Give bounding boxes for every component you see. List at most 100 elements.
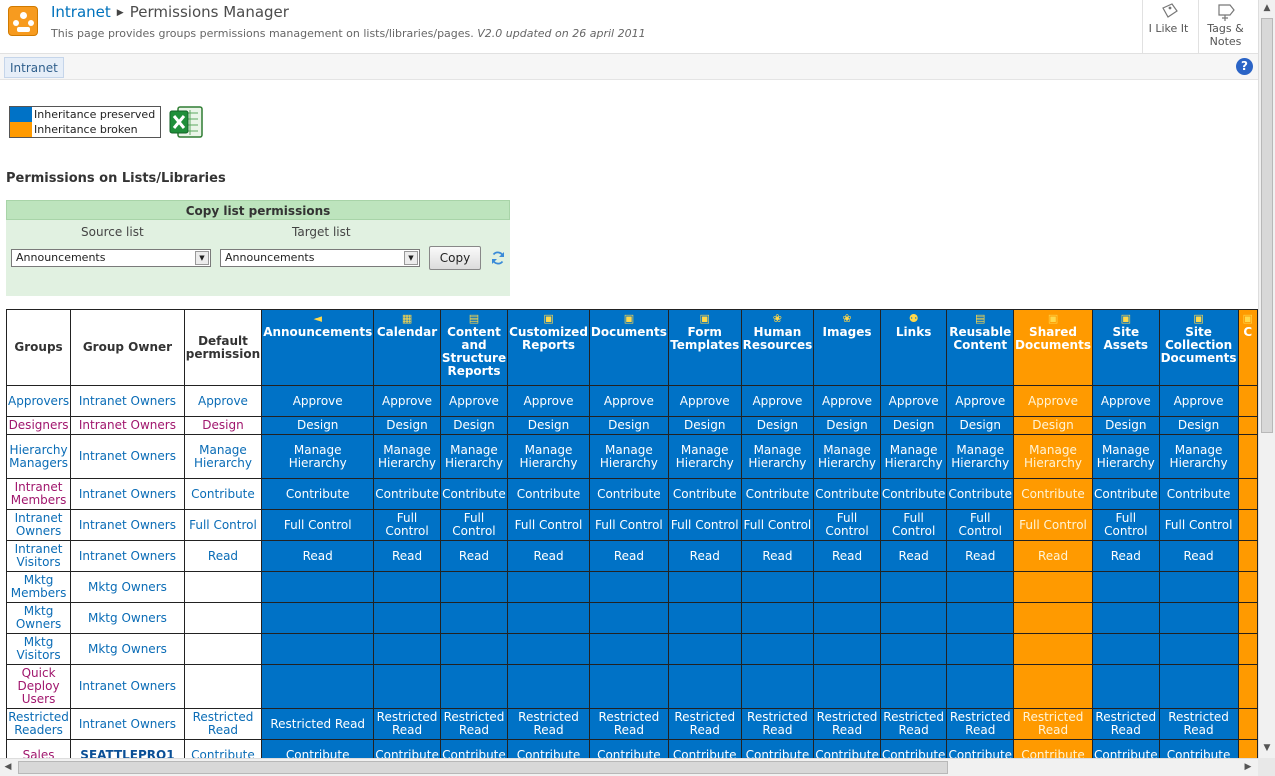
permission-cell[interactable]: Contribute bbox=[667, 739, 742, 758]
permission-cell[interactable] bbox=[1091, 633, 1160, 665]
group-owner-link[interactable]: Intranet Owners bbox=[70, 478, 185, 510]
permission-cell[interactable] bbox=[813, 571, 881, 603]
permission-cell[interactable]: Design bbox=[946, 416, 1015, 435]
list-column-header[interactable]: ⚉ Links bbox=[879, 309, 948, 386]
permission-cell[interactable]: Approve bbox=[1013, 385, 1093, 417]
permission-cell[interactable]: Contribute bbox=[261, 478, 375, 510]
permission-cell[interactable]: Full Control bbox=[1091, 509, 1160, 541]
permission-cell[interactable] bbox=[740, 602, 815, 634]
permission-cell[interactable]: Restricted Read bbox=[373, 708, 441, 740]
permission-cell[interactable]: Design bbox=[507, 416, 590, 435]
permission-cell[interactable]: Contribute bbox=[879, 739, 948, 758]
permission-cell[interactable] bbox=[261, 602, 375, 634]
permission-cell[interactable] bbox=[1237, 385, 1258, 417]
permission-cell[interactable]: Read bbox=[588, 540, 669, 572]
chevron-down-icon[interactable]: ▼ bbox=[404, 251, 418, 265]
permission-cell[interactable] bbox=[1091, 571, 1160, 603]
permission-cell[interactable]: Approve bbox=[1091, 385, 1160, 417]
permission-cell[interactable]: Read bbox=[373, 540, 441, 572]
permission-cell[interactable] bbox=[1237, 664, 1258, 709]
target-list-select[interactable]: Announcements ▼ bbox=[220, 249, 420, 267]
permission-cell[interactable]: Contribute bbox=[740, 478, 815, 510]
permission-cell[interactable]: Contribute bbox=[588, 739, 669, 758]
default-permission-link[interactable]: Restricted Read bbox=[183, 708, 263, 740]
permission-cell[interactable]: Approve bbox=[740, 385, 815, 417]
permission-cell[interactable]: Restricted Read bbox=[588, 708, 669, 740]
permission-cell[interactable] bbox=[1158, 602, 1239, 634]
default-permission-link[interactable]: Contribute bbox=[183, 739, 263, 758]
permission-cell[interactable] bbox=[373, 571, 441, 603]
permission-cell[interactable] bbox=[1013, 602, 1093, 634]
tags-notes-button[interactable]: Tags & Notes bbox=[1198, 0, 1252, 53]
permission-cell[interactable]: Restricted Read bbox=[740, 708, 815, 740]
list-column-header[interactable]: ▣ C bbox=[1237, 309, 1258, 386]
permission-cell[interactable] bbox=[1237, 478, 1258, 510]
default-permission-link[interactable]: Contribute bbox=[183, 478, 263, 510]
permission-cell[interactable] bbox=[1237, 739, 1258, 758]
permission-cell[interactable]: Restricted Read bbox=[1091, 708, 1160, 740]
refresh-icon[interactable] bbox=[490, 250, 506, 266]
permission-cell[interactable]: Manage Hierarchy bbox=[261, 434, 375, 479]
permission-cell[interactable]: Manage Hierarchy bbox=[507, 434, 590, 479]
permission-cell[interactable]: Design bbox=[439, 416, 509, 435]
permission-cell[interactable]: Contribute bbox=[507, 739, 590, 758]
permission-cell[interactable]: Contribute bbox=[1013, 739, 1093, 758]
permission-cell[interactable]: Approve bbox=[879, 385, 948, 417]
permission-cell[interactable]: Design bbox=[261, 416, 375, 435]
group-link[interactable]: Mktg Owners bbox=[5, 602, 72, 634]
permission-cell[interactable]: Manage Hierarchy bbox=[373, 434, 441, 479]
permission-cell[interactable]: Full Control bbox=[439, 509, 509, 541]
permission-cell[interactable] bbox=[1237, 434, 1258, 479]
permission-cell[interactable] bbox=[261, 633, 375, 665]
permission-cell[interactable]: Approve bbox=[439, 385, 509, 417]
permission-cell[interactable]: Contribute bbox=[946, 478, 1015, 510]
group-link[interactable]: Designers bbox=[5, 416, 72, 435]
permission-cell[interactable]: Full Control bbox=[507, 509, 590, 541]
permission-cell[interactable] bbox=[261, 571, 375, 603]
group-link[interactable]: Intranet Visitors bbox=[5, 540, 72, 572]
permission-cell[interactable] bbox=[588, 633, 669, 665]
permission-cell[interactable] bbox=[1237, 633, 1258, 665]
group-owner-link[interactable]: Intranet Owners bbox=[70, 509, 185, 541]
permission-cell[interactable]: Contribute bbox=[946, 739, 1015, 758]
permission-cell[interactable] bbox=[1237, 540, 1258, 572]
vertical-scroll-thumb[interactable] bbox=[1261, 18, 1273, 433]
permission-cell[interactable] bbox=[507, 664, 590, 709]
permission-cell[interactable]: Restricted Read bbox=[507, 708, 590, 740]
source-list-select[interactable]: Announcements ▼ bbox=[11, 249, 211, 267]
permission-cell[interactable]: Contribute bbox=[261, 739, 375, 758]
permission-cell[interactable]: Design bbox=[588, 416, 669, 435]
default-permission-link[interactable] bbox=[183, 602, 263, 634]
permission-cell[interactable] bbox=[1158, 664, 1239, 709]
permission-cell[interactable] bbox=[813, 602, 881, 634]
permission-cell[interactable] bbox=[588, 571, 669, 603]
permission-cell[interactable] bbox=[740, 633, 815, 665]
list-column-header[interactable]: ❀ Images bbox=[813, 309, 881, 386]
permission-cell[interactable]: Restricted Read bbox=[261, 708, 375, 740]
list-column-header[interactable]: ▤ Content and Structure Reports bbox=[439, 309, 509, 386]
group-link[interactable]: Quick Deploy Users bbox=[5, 664, 72, 709]
permission-cell[interactable]: Design bbox=[667, 416, 742, 435]
permission-cell[interactable] bbox=[373, 602, 441, 634]
permission-cell[interactable] bbox=[439, 664, 509, 709]
group-owner-link[interactable]: Intranet Owners bbox=[70, 416, 185, 435]
permission-cell[interactable]: Manage Hierarchy bbox=[588, 434, 669, 479]
permission-cell[interactable] bbox=[879, 571, 948, 603]
nav-tab-intranet[interactable]: Intranet bbox=[4, 57, 64, 78]
permission-cell[interactable]: Manage Hierarchy bbox=[439, 434, 509, 479]
permission-cell[interactable]: Read bbox=[1091, 540, 1160, 572]
permission-cell[interactable]: Restricted Read bbox=[879, 708, 948, 740]
permission-cell[interactable] bbox=[667, 602, 742, 634]
permission-cell[interactable]: Full Control bbox=[813, 509, 881, 541]
permission-cell[interactable]: Contribute bbox=[507, 478, 590, 510]
permission-cell[interactable]: Restricted Read bbox=[439, 708, 509, 740]
permission-cell[interactable] bbox=[946, 664, 1015, 709]
group-owner-link[interactable]: Intranet Owners bbox=[70, 664, 185, 709]
permission-cell[interactable]: Manage Hierarchy bbox=[813, 434, 881, 479]
permission-cell[interactable]: Contribute bbox=[439, 739, 509, 758]
permission-cell[interactable]: Approve bbox=[373, 385, 441, 417]
permission-cell[interactable] bbox=[667, 664, 742, 709]
permission-cell[interactable] bbox=[667, 633, 742, 665]
default-permission-link[interactable] bbox=[183, 633, 263, 665]
permission-cell[interactable]: Manage Hierarchy bbox=[1158, 434, 1239, 479]
